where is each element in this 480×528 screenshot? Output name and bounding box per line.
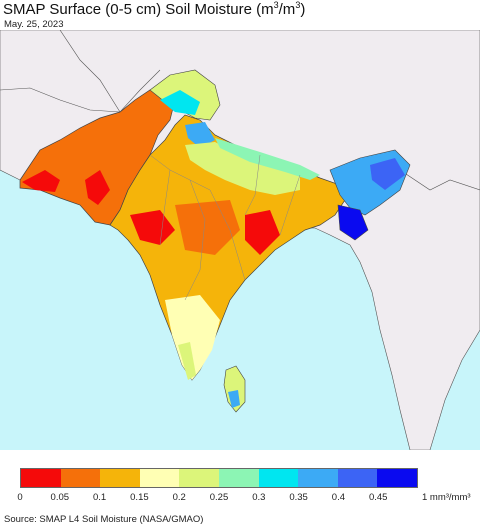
colorbar-unit-label: 1 mm³/mm³	[422, 492, 471, 503]
colorbar-tick-label: 0.2	[172, 492, 186, 503]
kerala-green-strip	[178, 342, 196, 380]
gangetic-plain	[185, 142, 300, 195]
colorbar-tick-label: 0.1	[92, 492, 107, 503]
kashmir-blue-patch	[185, 122, 215, 148]
source-credit: Source: SMAP L4 Soil Moisture (NASA/GMAO…	[4, 514, 204, 525]
title-superscript-1: 3	[273, 0, 279, 10]
pakistan-red-patch	[22, 170, 60, 192]
colorbar-swatch-3	[139, 469, 180, 487]
kashmir-cyan-patch	[160, 90, 200, 115]
central-orange-patch	[175, 200, 240, 255]
map-date: May. 25, 2023	[4, 19, 64, 30]
colorbar-swatch-4	[179, 469, 219, 487]
colorbar-swatch-7	[298, 469, 338, 487]
colorbar-tick-label: 0.15	[130, 492, 149, 503]
colorbar-labels: 0 0.05 0.1 0.15 0.2 0.25 0.3 0.35 0.4 0.45	[0, 492, 480, 506]
colorbar-swatch-1	[60, 469, 101, 487]
state-borders	[149, 154, 301, 301]
colorbar-swatch-6	[258, 469, 299, 487]
outside-border-1	[0, 69, 161, 113]
colorbar-tick-label: 0.05	[50, 492, 70, 503]
northeast-deep-blue	[370, 158, 405, 190]
east-central-red-patch	[245, 210, 280, 255]
title-prefix: SMAP Surface (0-5 cm) Soil Moisture (m	[3, 1, 274, 18]
colorbar-swatch-2	[100, 469, 140, 487]
outside-border-2	[59, 30, 121, 113]
map-title: SMAP Surface (0-5 cm) Soil Moisture (m3/…	[3, 0, 305, 18]
colorbar-swatch-5	[218, 469, 259, 487]
nepal-wet-strip	[215, 138, 320, 180]
central-red-patch	[130, 210, 175, 245]
colorbar-tick-label: 0.35	[289, 492, 308, 503]
colorbar-tick-label: 0.3	[252, 492, 266, 503]
title-superscript-2: 3	[295, 0, 301, 10]
soil-moisture-map	[0, 30, 480, 450]
colorbar-tick-label: 0	[17, 492, 23, 503]
colorbar-tick-label: 0.45	[368, 492, 388, 503]
sri-lanka-wet	[228, 390, 240, 408]
colorbar-tick-label: 0.25	[209, 492, 229, 503]
outside-border-3	[399, 169, 480, 191]
title-mid: /m	[278, 1, 296, 18]
colorbar-swatch-0	[21, 469, 61, 487]
colorbar-swatch-9	[377, 469, 417, 487]
sri-lanka	[223, 365, 246, 413]
bangladesh-blue	[337, 204, 369, 241]
colorbar	[20, 468, 418, 488]
colorbar-tick-label: 0.4	[331, 492, 345, 503]
title-suffix: )	[300, 1, 306, 18]
pakistan-region	[19, 84, 176, 226]
pakistan-red-patch-2	[85, 170, 110, 205]
colorbar-swatch-8	[337, 469, 378, 487]
south-india-region	[165, 295, 220, 380]
